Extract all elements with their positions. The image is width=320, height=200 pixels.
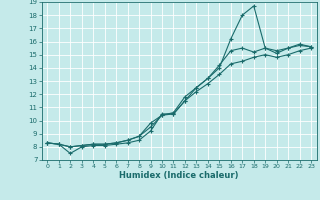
X-axis label: Humidex (Indice chaleur): Humidex (Indice chaleur) <box>119 171 239 180</box>
